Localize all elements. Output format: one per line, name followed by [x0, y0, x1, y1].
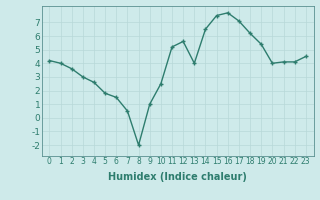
X-axis label: Humidex (Indice chaleur): Humidex (Indice chaleur): [108, 172, 247, 182]
